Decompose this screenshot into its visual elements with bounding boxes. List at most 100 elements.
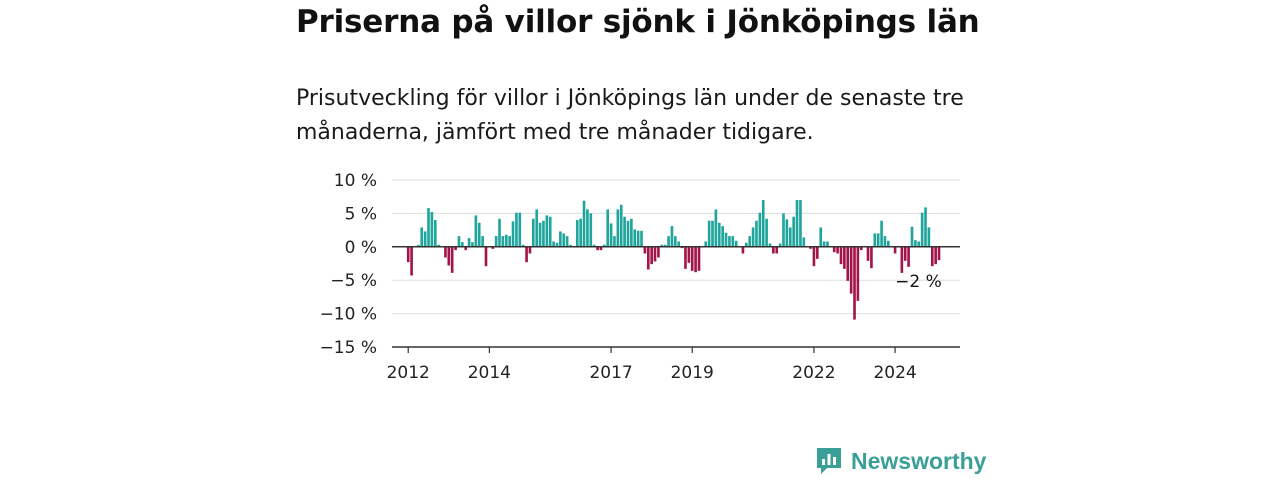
- bar: [498, 218, 501, 247]
- bar: [731, 236, 735, 247]
- bar: [785, 219, 789, 247]
- bar: [788, 227, 792, 247]
- bar: [886, 240, 890, 247]
- bar: [859, 246, 863, 251]
- bar: [660, 244, 664, 247]
- x-tick-label: 2022: [792, 363, 835, 383]
- bar: [538, 222, 542, 247]
- bar: [812, 246, 816, 267]
- bar: [501, 236, 505, 247]
- bar: [724, 232, 728, 247]
- bar: [768, 243, 772, 247]
- bar: [694, 246, 697, 273]
- bar: [559, 231, 562, 247]
- bar: [633, 229, 637, 247]
- bar: [900, 246, 904, 273]
- bar: [565, 236, 569, 247]
- bar: [606, 209, 610, 247]
- bar: [535, 209, 539, 247]
- bar: [772, 246, 775, 254]
- bar: [542, 220, 545, 247]
- bar: [471, 242, 474, 247]
- brand: Newsworthy: [815, 446, 986, 476]
- bar: [484, 246, 488, 267]
- bar: [579, 218, 582, 247]
- bar: [643, 246, 647, 254]
- bar: [511, 221, 515, 247]
- bar: [802, 237, 806, 247]
- y-axis-ticks: 10 % 5 % 0 % −5 % −10 % −15 %: [320, 171, 377, 358]
- bar: [491, 246, 495, 249]
- bar: [650, 246, 653, 265]
- bar: [653, 246, 657, 262]
- bar: [761, 200, 765, 247]
- chart-title: Priserna på villor sjönk i Jönköpings lä…: [296, 4, 980, 40]
- x-tick-label: 2012: [387, 363, 430, 383]
- bar: [924, 207, 927, 247]
- bar: [592, 244, 596, 247]
- bar: [856, 246, 860, 301]
- bar: [704, 241, 708, 247]
- bar: [917, 241, 921, 247]
- bar: [410, 246, 413, 276]
- bar: [460, 242, 464, 247]
- bar: [883, 236, 887, 247]
- bar: [755, 220, 758, 247]
- bar: [707, 220, 711, 247]
- bars: [406, 200, 941, 320]
- bar: [893, 246, 897, 254]
- bar: [826, 241, 829, 247]
- bar: [809, 246, 812, 249]
- bar: [822, 241, 826, 247]
- bar: [508, 236, 511, 247]
- y-tick-label: 0 %: [345, 238, 377, 258]
- bar: [751, 227, 755, 247]
- bar: [667, 236, 670, 247]
- bar: [406, 246, 410, 263]
- bar: [795, 200, 799, 247]
- x-axis-ticks: 2012 2014 2017 2019 2022 2024: [387, 347, 917, 383]
- bar: [778, 243, 782, 247]
- bar: [562, 233, 566, 247]
- bar: [914, 240, 917, 247]
- bar: [454, 246, 457, 251]
- bar: [552, 241, 555, 247]
- bar: [602, 244, 606, 247]
- bar: [582, 200, 586, 247]
- bar: [846, 246, 850, 281]
- bar: [569, 244, 572, 247]
- bar: [714, 209, 718, 247]
- bar: [626, 220, 630, 247]
- bar: [734, 240, 738, 247]
- bar: [464, 246, 468, 251]
- bar: [444, 246, 447, 258]
- bar: [866, 246, 870, 261]
- bar: [515, 212, 518, 247]
- bar: [876, 233, 880, 247]
- bar: [430, 212, 434, 247]
- brand-name: Newsworthy: [851, 447, 987, 474]
- bar: [531, 218, 535, 247]
- bar: [711, 220, 714, 247]
- grid-lines: [392, 179, 960, 315]
- bar: [832, 246, 836, 253]
- bar: [518, 212, 522, 247]
- y-tick-label: 5 %: [345, 204, 377, 224]
- bar: [697, 246, 701, 271]
- bar: [758, 212, 762, 247]
- bar: [548, 216, 552, 247]
- bar: [717, 222, 721, 247]
- x-tick-label: 2019: [671, 363, 714, 383]
- bar: [555, 242, 559, 247]
- bar: [457, 236, 461, 247]
- bar: [481, 236, 484, 247]
- bar: [646, 246, 650, 270]
- bar: [843, 246, 846, 269]
- last-value-annotation: −2 %: [895, 272, 942, 292]
- bar: [741, 246, 745, 254]
- bar: [528, 246, 532, 254]
- bar: [775, 246, 779, 254]
- bar: [728, 236, 731, 247]
- x-tick-label: 2014: [468, 363, 511, 383]
- x-tick-label: 2017: [589, 363, 632, 383]
